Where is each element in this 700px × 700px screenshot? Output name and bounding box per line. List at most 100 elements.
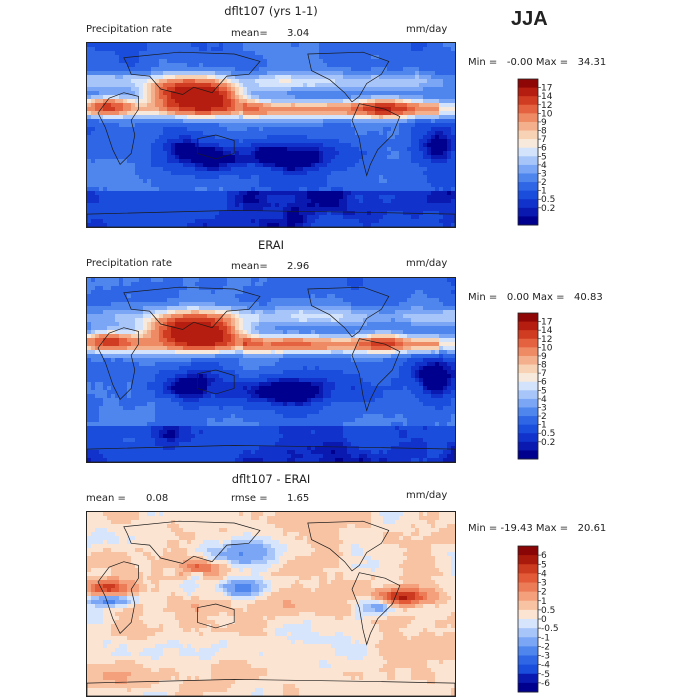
grid-cell (115, 91, 120, 96)
grid-cell (335, 95, 340, 100)
grid-cell (99, 147, 104, 152)
grid-cell (451, 107, 455, 112)
grid-cell (399, 111, 404, 116)
grid-cell (143, 43, 148, 48)
coastline (87, 210, 455, 227)
grid-cell (331, 151, 336, 156)
grid-cell (415, 143, 420, 148)
grid-cell (219, 211, 224, 216)
grid-cell (423, 203, 428, 208)
grid-cell (147, 75, 152, 80)
grid-cell (239, 167, 244, 172)
grid-cell (279, 195, 284, 200)
grid-cell (287, 143, 292, 148)
grid-cell (243, 286, 248, 291)
grid-cell (99, 159, 104, 164)
grid-cell (163, 282, 168, 287)
grid-cell (287, 211, 292, 216)
grid-cell (127, 51, 132, 56)
grid-cell (263, 115, 268, 120)
grid-cell (379, 211, 384, 216)
grid-cell (395, 183, 400, 188)
grid-cell (119, 187, 124, 192)
grid-cell (431, 47, 436, 52)
grid-cell (387, 286, 392, 291)
grid-cell (155, 47, 160, 52)
grid-cell (275, 75, 280, 80)
grid-cell (355, 298, 360, 303)
grid-cell (167, 294, 172, 299)
grid-cell (131, 43, 136, 48)
grid-cell (215, 87, 220, 92)
grid-cell (287, 219, 292, 224)
grid-cell (443, 179, 448, 184)
grid-cell (207, 91, 212, 96)
grid-cell (299, 83, 304, 88)
grid-cell (143, 139, 148, 144)
grid-cell (431, 95, 436, 100)
grid-cell (187, 302, 192, 307)
grid-cell (227, 199, 232, 204)
grid-cell (419, 199, 424, 204)
grid-cell (375, 147, 380, 152)
grid-cell (107, 290, 112, 295)
grid-cell (107, 143, 112, 148)
grid-cell (131, 79, 136, 84)
grid-cell (247, 127, 252, 132)
grid-cell (227, 67, 232, 72)
grid-cell (147, 131, 152, 136)
grid-cell (395, 167, 400, 172)
grid-cell (107, 59, 112, 64)
grid-cell (303, 135, 308, 140)
grid-cell (419, 191, 424, 196)
grid-cell (87, 119, 92, 124)
grid-cell (183, 83, 188, 88)
grid-cell (363, 199, 368, 204)
grid-cell (95, 175, 100, 180)
grid-cell (439, 290, 444, 295)
grid-cell (87, 207, 92, 212)
grid-cell (203, 71, 208, 76)
grid-cell (107, 306, 112, 311)
grid-cell (167, 151, 172, 156)
grid-cell (271, 294, 276, 299)
grid-cell (99, 199, 104, 204)
grid-cell (439, 207, 444, 212)
grid-cell (379, 127, 384, 132)
grid-cell (399, 171, 404, 176)
grid-cell (99, 171, 104, 176)
grid-cell (423, 99, 428, 104)
grid-cell (343, 195, 348, 200)
grid-cell (147, 59, 152, 64)
grid-cell (251, 215, 256, 220)
grid-cell (255, 119, 260, 124)
grid-cell (279, 99, 284, 104)
grid-cell (399, 103, 404, 108)
grid-cell (423, 187, 428, 192)
grid-cell (247, 59, 252, 64)
grid-cell (395, 215, 400, 220)
grid-cell (271, 155, 276, 160)
grid-cell (171, 199, 176, 204)
grid-cell (283, 143, 288, 148)
grid-cell (343, 290, 348, 295)
grid-cell (439, 123, 444, 128)
grid-cell (91, 143, 96, 148)
grid-cell (187, 294, 192, 299)
grid-cell (331, 167, 336, 172)
grid-cell (371, 207, 376, 212)
grid-cell (171, 91, 176, 96)
grid-cell (327, 298, 332, 303)
grid-cell (239, 282, 244, 287)
grid-cell (223, 75, 228, 80)
grid-cell (263, 107, 268, 112)
grid-cell (315, 199, 320, 204)
grid-cell (391, 47, 396, 52)
grid-cell (247, 215, 252, 220)
grid-cell (175, 55, 180, 60)
grid-cell (395, 67, 400, 72)
grid-cell (335, 219, 340, 224)
panel-2-mean-value: 2.96 (287, 261, 310, 272)
grid-cell (339, 290, 344, 295)
grid-cell (335, 195, 340, 200)
